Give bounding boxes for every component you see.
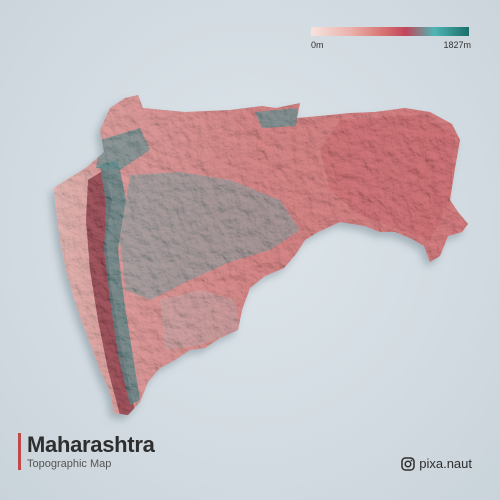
legend-max-label: 1827m (443, 40, 471, 50)
instagram-icon (401, 456, 415, 471)
credit-handle: pixa.naut (419, 456, 472, 471)
elevation-legend: 0m 1827m (311, 27, 471, 50)
author-credit: pixa.naut (401, 456, 472, 471)
map-subtitle: Topographic Map (27, 458, 112, 470)
title-block: Maharashtra Topographic Map (18, 433, 155, 470)
elevation-color-scale (311, 27, 469, 36)
legend-min-label: 0m (311, 40, 324, 50)
map-title: Maharashtra (27, 432, 155, 457)
